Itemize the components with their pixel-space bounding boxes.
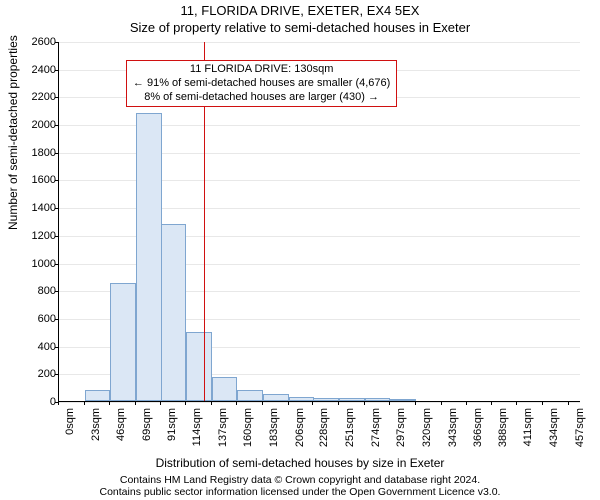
attribution-line2: Contains public sector information licen… [100,486,501,498]
x-tick-label: 411sqm [522,408,534,452]
histogram-bar [85,390,111,401]
x-tick-label: 206sqm [294,408,306,452]
histogram-bar [339,398,365,401]
y-tick-label: 1000 [30,258,56,270]
histogram-bar [390,399,416,401]
x-tick-label: 160sqm [242,408,254,452]
x-tick-label: 46sqm [115,408,127,452]
x-tick-mark [84,402,85,405]
chart-title-line1: 11, FLORIDA DRIVE, EXETER, EX4 5EX [0,3,600,18]
y-tick-label: 200 [30,368,56,380]
x-tick-label: 251sqm [344,408,356,452]
attribution-text: Contains HM Land Registry data © Crown c… [0,474,600,498]
histogram-bar [110,283,136,401]
y-tick-mark [55,374,58,375]
x-tick-mark [466,402,467,405]
x-tick-label: 320sqm [421,408,433,452]
histogram-bar [161,224,187,401]
x-tick-label: 91sqm [166,408,178,452]
y-tick-label: 2600 [30,36,56,48]
y-tick-mark [55,125,58,126]
y-tick-label: 600 [30,313,56,325]
annotation-line2: ← 91% of semi-detached houses are smalle… [133,77,390,89]
x-tick-mark [542,402,543,405]
x-tick-mark [109,402,110,405]
y-tick-label: 400 [30,341,56,353]
histogram-bar [136,113,162,401]
histogram-bar [365,398,391,401]
x-tick-label: 137sqm [217,408,229,452]
x-tick-mark [364,402,365,405]
histogram-bar [237,390,263,401]
x-tick-label: 366sqm [472,408,484,452]
x-tick-label: 297sqm [395,408,407,452]
y-tick-label: 1800 [30,147,56,159]
y-tick-mark [55,42,58,43]
histogram-bar [289,397,315,401]
x-tick-mark [58,402,59,405]
gridline [59,42,580,43]
chart-title-line2: Size of property relative to semi-detach… [0,20,600,35]
x-tick-mark [389,402,390,405]
x-tick-label: 23sqm [90,408,102,452]
x-tick-mark [236,402,237,405]
y-tick-label: 2200 [30,91,56,103]
y-tick-label: 1200 [30,230,56,242]
x-tick-label: 228sqm [318,408,330,452]
x-tick-mark [262,402,263,405]
gridline [59,402,580,403]
y-tick-label: 800 [30,285,56,297]
annotation-box: 11 FLORIDA DRIVE: 130sqm ← 91% of semi-de… [126,60,397,107]
y-tick-label: 0 [30,396,56,408]
y-tick-mark [55,70,58,71]
y-tick-mark [55,236,58,237]
x-tick-label: 114sqm [191,408,203,452]
x-tick-label: 343sqm [447,408,459,452]
y-tick-mark [55,208,58,209]
x-tick-label: 457sqm [574,408,586,452]
histogram-bar [263,394,289,401]
x-tick-mark [441,402,442,405]
x-tick-mark [160,402,161,405]
x-tick-mark [211,402,212,405]
x-tick-label: 274sqm [370,408,382,452]
x-tick-mark [415,402,416,405]
x-tick-label: 69sqm [141,408,153,452]
x-tick-mark [516,402,517,405]
x-tick-mark [185,402,186,405]
x-tick-label: 434sqm [548,408,560,452]
y-tick-label: 2000 [30,119,56,131]
y-axis-label: Number of semi-detached properties [6,35,20,230]
x-tick-mark [568,402,569,405]
y-tick-mark [55,153,58,154]
y-tick-label: 2400 [30,64,56,76]
y-tick-mark [55,97,58,98]
x-tick-mark [288,402,289,405]
x-tick-mark [338,402,339,405]
annotation-line3: 8% of semi-detached houses are larger (4… [144,91,379,103]
y-tick-mark [55,291,58,292]
y-tick-label: 1600 [30,174,56,186]
y-tick-mark [55,264,58,265]
y-tick-mark [55,347,58,348]
x-tick-mark [135,402,136,405]
x-axis-label: Distribution of semi-detached houses by … [0,456,600,470]
annotation-line1: 11 FLORIDA DRIVE: 130sqm [190,63,333,75]
histogram-bar [313,398,339,401]
x-tick-label: 183sqm [268,408,280,452]
plot-area: 11 FLORIDA DRIVE: 130sqm ← 91% of semi-de… [58,42,580,402]
x-tick-label: 0sqm [64,408,76,452]
attribution-line1: Contains HM Land Registry data © Crown c… [120,474,480,486]
y-tick-mark [55,180,58,181]
x-tick-mark [491,402,492,405]
x-tick-mark [312,402,313,405]
x-tick-label: 388sqm [497,408,509,452]
y-tick-mark [55,319,58,320]
y-tick-label: 1400 [30,202,56,214]
histogram-bar [212,377,238,401]
histogram-bar [186,332,212,401]
